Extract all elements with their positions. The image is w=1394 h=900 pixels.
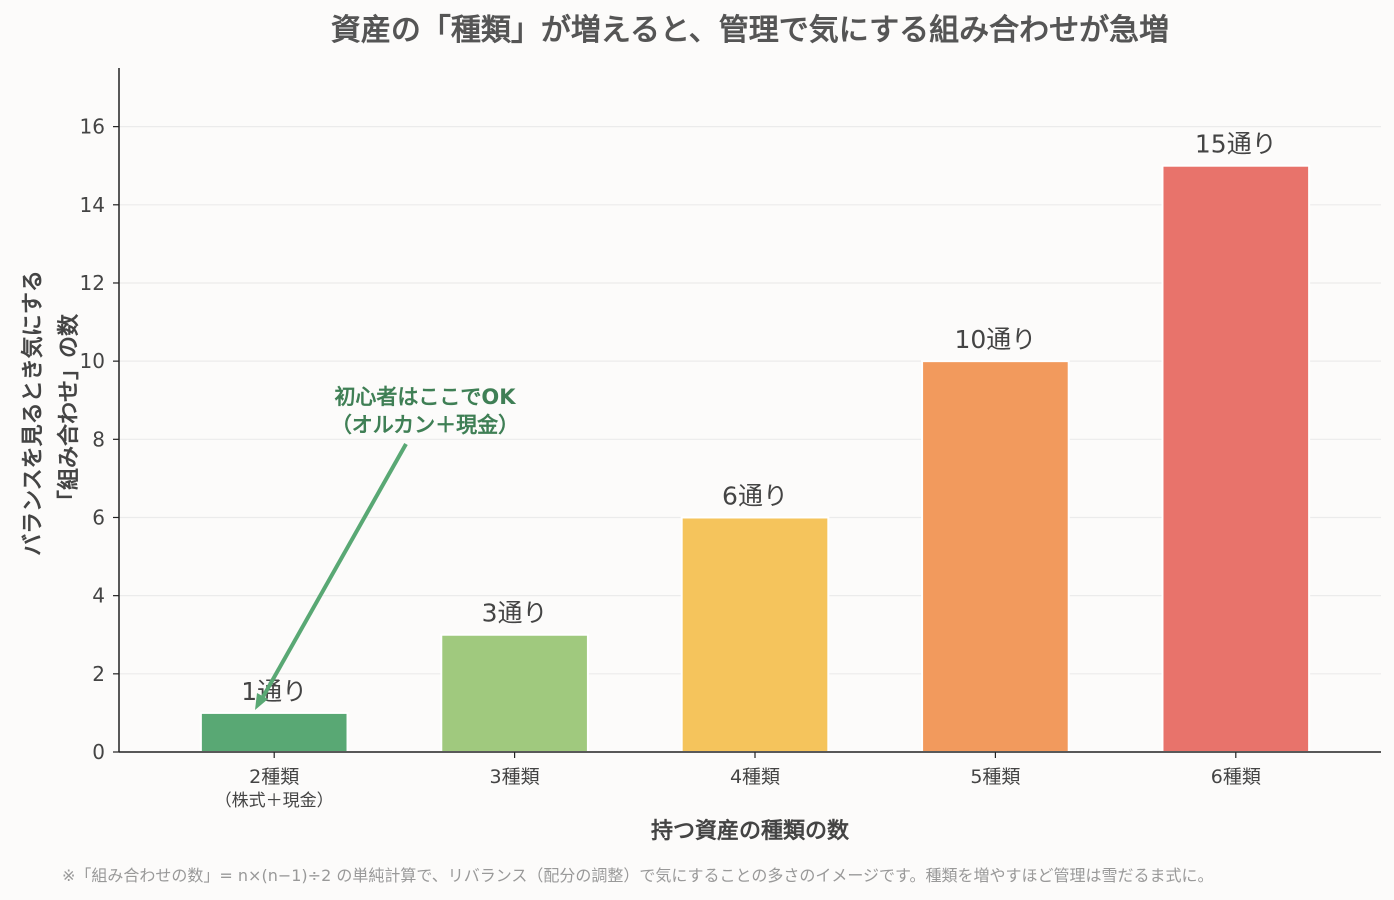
x-tick-label: 5種類 xyxy=(970,766,1020,788)
bar xyxy=(921,360,1070,753)
y-ticks: 0 2 4 6 8 10 12 14 16 xyxy=(80,115,119,764)
bar xyxy=(680,516,830,753)
annotation-arrowhead xyxy=(255,693,268,710)
y-tick-label: 2 xyxy=(92,662,105,686)
y-tick-label: 16 xyxy=(80,115,105,139)
x-tick-label: 4種類 xyxy=(730,766,780,788)
data-labels: 1通り 3通り 6通り 10通り 15通り xyxy=(241,130,1276,706)
y-tick-label: 12 xyxy=(80,271,105,295)
y-axis-label-line-1: バランスを見るとき気にする xyxy=(20,270,46,556)
y-tick-label: 10 xyxy=(80,349,105,373)
bar xyxy=(440,633,589,753)
y-axis-label-line-2: 「組み合わせ」の数 xyxy=(56,313,82,512)
x-tick-sublabel: （株式＋現金） xyxy=(215,791,334,811)
chart-title: 資産の「種類」が増えると、管理で気にする組み合わせが急増 xyxy=(331,13,1169,48)
footnote: ※「組み合わせの数」= n×(n−1)÷2 の単純計算で、リバランス（配分の調整… xyxy=(62,866,1213,885)
y-tick-label: 0 xyxy=(92,740,105,764)
bar xyxy=(199,711,349,754)
y-tick-label: 4 xyxy=(92,584,105,608)
axes xyxy=(118,68,1381,753)
annotation-arrow xyxy=(257,443,408,705)
y-tick-label: 6 xyxy=(92,505,105,529)
bar xyxy=(1161,164,1311,753)
annotation-line-1: 初心者はここでOK xyxy=(334,385,516,409)
x-tick-label: 6種類 xyxy=(1211,766,1261,788)
x-ticks: 2種類 （株式＋現金） 3種類 4種類 5種類 6種類 xyxy=(215,752,1261,811)
data-label: 10通り xyxy=(954,325,1036,354)
data-label: 6通り xyxy=(722,481,788,510)
y-tick-label: 8 xyxy=(92,427,105,451)
data-label: 1通り xyxy=(241,677,307,706)
bars xyxy=(199,164,1311,754)
annotation: 初心者はここでOK （オルカン＋現金） xyxy=(255,385,519,710)
data-label: 15通り xyxy=(1195,130,1277,159)
x-tick-label: 3種類 xyxy=(490,766,540,788)
y-tick-label: 14 xyxy=(80,193,105,217)
annotation-line-2: （オルカン＋現金） xyxy=(331,413,519,437)
x-axis-label: 持つ資産の種類の数 xyxy=(651,818,850,844)
x-tick-label: 2種類 xyxy=(249,766,299,788)
data-label: 3通り xyxy=(482,599,548,628)
